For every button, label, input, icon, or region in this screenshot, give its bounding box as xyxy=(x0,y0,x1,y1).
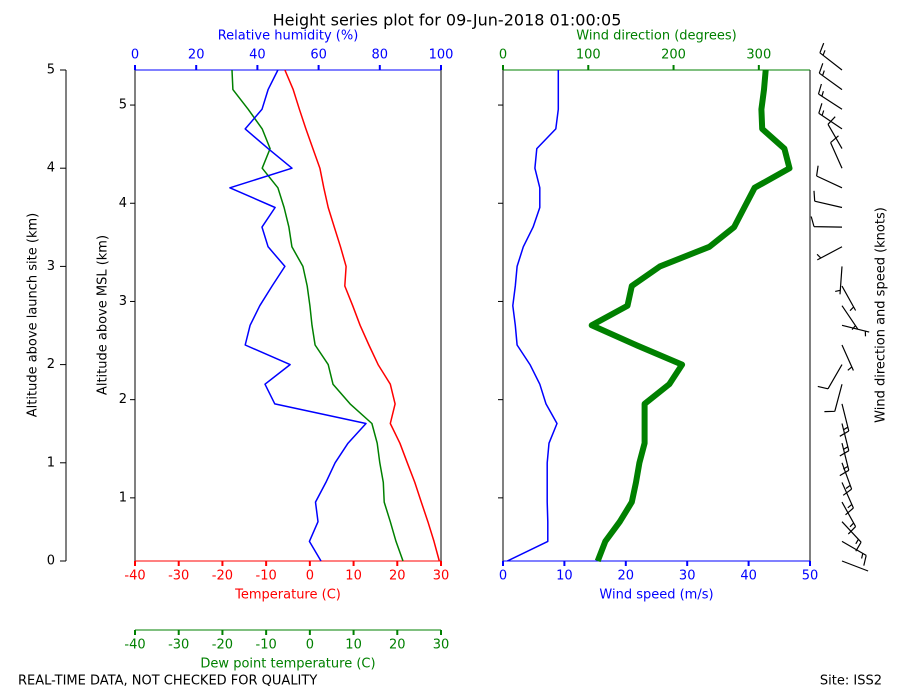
site-note: Site: ISS2 xyxy=(820,674,882,689)
x-tick-label: 20 xyxy=(188,48,205,63)
x-tick-label: -10 xyxy=(256,638,277,653)
x-tick-label: 20 xyxy=(389,638,406,653)
wind-barb xyxy=(839,423,850,457)
x-tick-label: 0 xyxy=(306,638,314,653)
y2-tick-label: 4 xyxy=(119,196,127,211)
wind-barb xyxy=(830,135,843,169)
y-tick-label: 3 xyxy=(47,259,55,274)
x-tick-label: 10 xyxy=(345,638,362,653)
wind-barb xyxy=(839,403,850,437)
y-tick-label: 0 xyxy=(47,554,55,569)
y-tick-label: 1 xyxy=(47,455,55,470)
wind-barb xyxy=(839,443,850,477)
profile-line xyxy=(284,69,441,562)
wind-barb xyxy=(813,190,843,209)
wind-barb xyxy=(819,42,843,71)
profile-line xyxy=(231,69,404,562)
x-axis-label: Relative humidity (%) xyxy=(218,29,359,44)
x-tick-label: 80 xyxy=(372,48,389,63)
x-tick-label: 60 xyxy=(310,48,327,63)
profile-line xyxy=(229,69,367,562)
footer-note: REAL-TIME DATA, NOT CHECKED FOR QUALITY xyxy=(18,674,317,689)
x-tick-label: 30 xyxy=(679,569,696,584)
wind-barb xyxy=(841,540,867,566)
x-tick-label: 30 xyxy=(433,638,450,653)
wind-barb xyxy=(841,482,854,516)
x-tick-label: -20 xyxy=(212,569,233,584)
x-tick-label: 20 xyxy=(618,569,635,584)
x-tick-label: 0 xyxy=(306,569,314,584)
x-tick-label: -30 xyxy=(168,638,189,653)
x-tick-label: -40 xyxy=(124,569,145,584)
x-tick-label: 100 xyxy=(576,48,601,63)
wind-barb xyxy=(841,521,862,552)
y2-tick-label: 5 xyxy=(119,98,127,113)
wind-barb xyxy=(810,216,843,228)
wind-barb xyxy=(817,364,843,390)
wind-barb xyxy=(841,324,870,337)
wind-barb xyxy=(841,344,854,371)
chart-title: Height series plot for 09-Jun-2018 01:00… xyxy=(273,11,622,30)
wind-barb xyxy=(841,560,869,572)
y2-tick-label: 3 xyxy=(119,294,127,309)
x-tick-label: -30 xyxy=(168,569,189,584)
x-tick-label: 40 xyxy=(249,48,266,63)
wind-barb xyxy=(816,165,843,189)
x-tick-label: -10 xyxy=(256,569,277,584)
x-tick-label: 300 xyxy=(746,48,771,63)
x-axis-label: Wind speed (m/s) xyxy=(599,588,713,603)
wind-barb xyxy=(841,462,853,496)
x-tick-label: 40 xyxy=(740,569,757,584)
y-axis-label: Altitude above launch site (km) xyxy=(26,213,41,417)
barb-label: Wind direction and speed (knots) xyxy=(874,207,889,423)
x-tick-label: -20 xyxy=(212,638,233,653)
x-tick-label: 50 xyxy=(802,569,819,584)
x-axis-label: Dew point temperature (C) xyxy=(200,657,375,672)
x-tick-label: 30 xyxy=(433,569,450,584)
wind-barb xyxy=(841,501,857,535)
wind-barb xyxy=(818,103,843,130)
y2-tick-label: 1 xyxy=(119,490,127,505)
x-tick-label: 0 xyxy=(499,48,507,63)
y2-tick-label: 2 xyxy=(119,392,127,407)
x-tick-label: 20 xyxy=(389,569,406,584)
y-tick-label: 2 xyxy=(47,357,55,372)
x-tick-label: 10 xyxy=(556,569,573,584)
y2-axis-label: Altitude above MSL (km) xyxy=(96,235,111,395)
wind-barb xyxy=(818,63,843,91)
x-tick-label: 200 xyxy=(661,48,686,63)
x-axis-label: Wind direction (degrees) xyxy=(576,29,736,44)
wind-barb xyxy=(817,83,843,110)
wind-barb xyxy=(816,246,843,261)
wind-barb xyxy=(824,384,843,413)
wind-barb xyxy=(841,285,857,312)
wind-barb xyxy=(841,305,859,330)
profile-line xyxy=(506,70,560,562)
x-tick-label: -40 xyxy=(124,638,145,653)
wind-barb xyxy=(835,266,843,295)
profile-line xyxy=(588,69,793,563)
x-tick-label: 0 xyxy=(131,48,139,63)
x-tick-label: 0 xyxy=(499,569,507,584)
x-axis-label: Temperature (C) xyxy=(234,588,341,603)
x-tick-label: 10 xyxy=(345,569,362,584)
x-tick-label: 100 xyxy=(429,48,454,63)
y-tick-label: 4 xyxy=(47,161,55,176)
y-tick-label: 5 xyxy=(47,63,55,78)
wind-barb xyxy=(827,116,843,149)
